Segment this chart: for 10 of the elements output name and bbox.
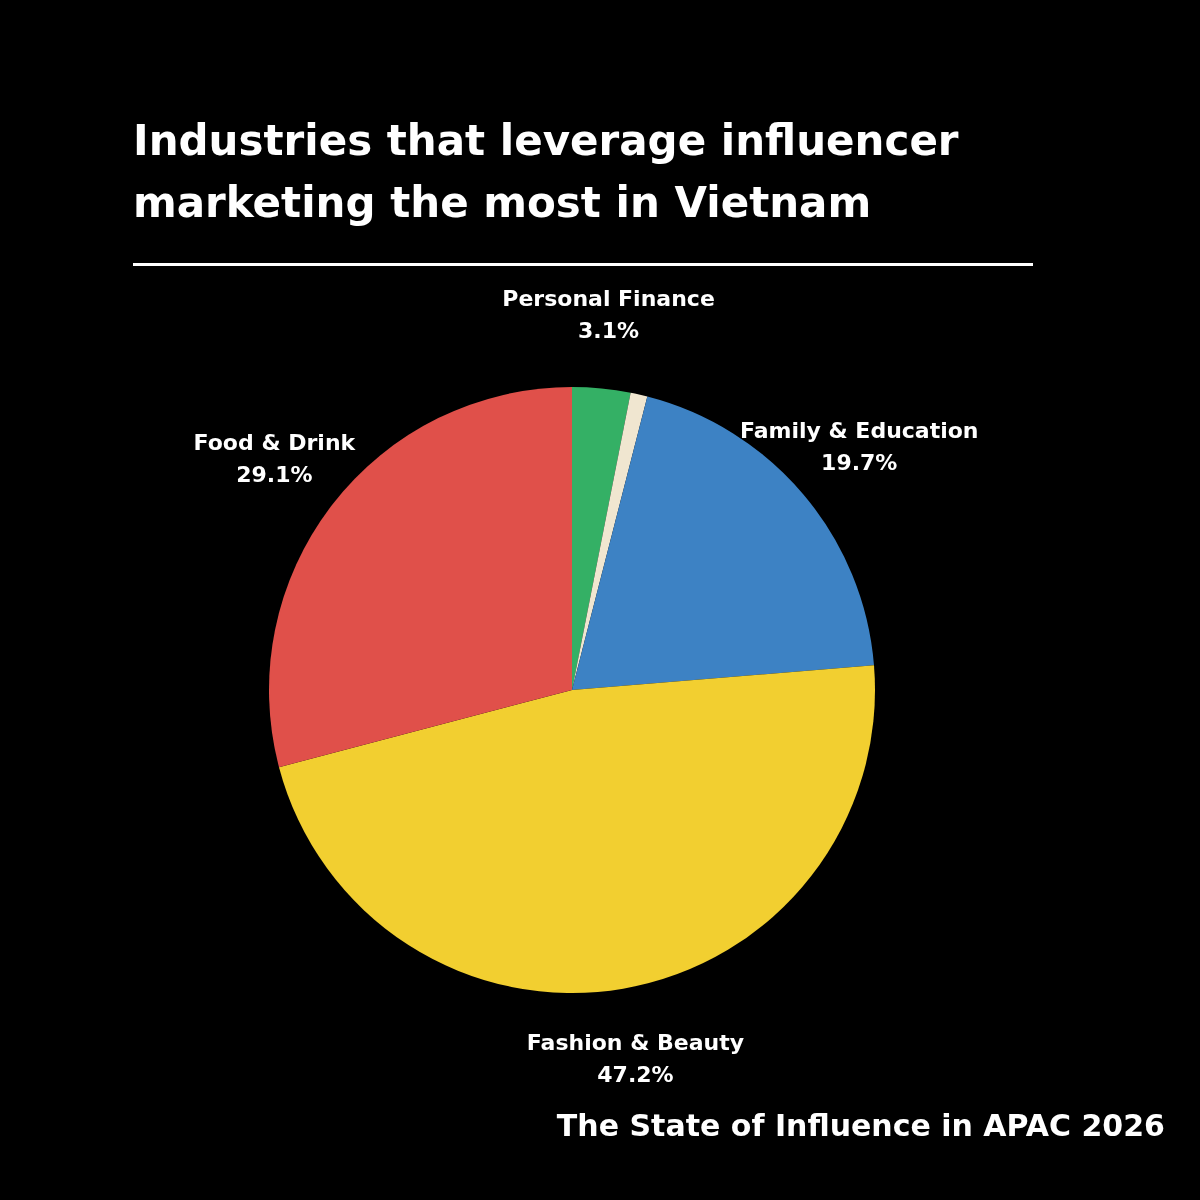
slice-label: Personal Finance (502, 285, 715, 311)
slice-label: Food & Drink (193, 430, 357, 456)
data-label: 3.1% (578, 317, 640, 343)
slice-label: Fashion & Beauty (526, 1030, 745, 1056)
slice-label: Family & Education (739, 417, 979, 443)
data-label: 47.2% (597, 1062, 674, 1088)
chart-title: Industries that leverage influencer marketing the most in Vietnam (133, 115, 960, 229)
data-label: 19.7% (821, 449, 898, 475)
text: The State of Influence in APAC 2026 (556, 1108, 1165, 1143)
data-label: 29.1% (236, 462, 313, 488)
